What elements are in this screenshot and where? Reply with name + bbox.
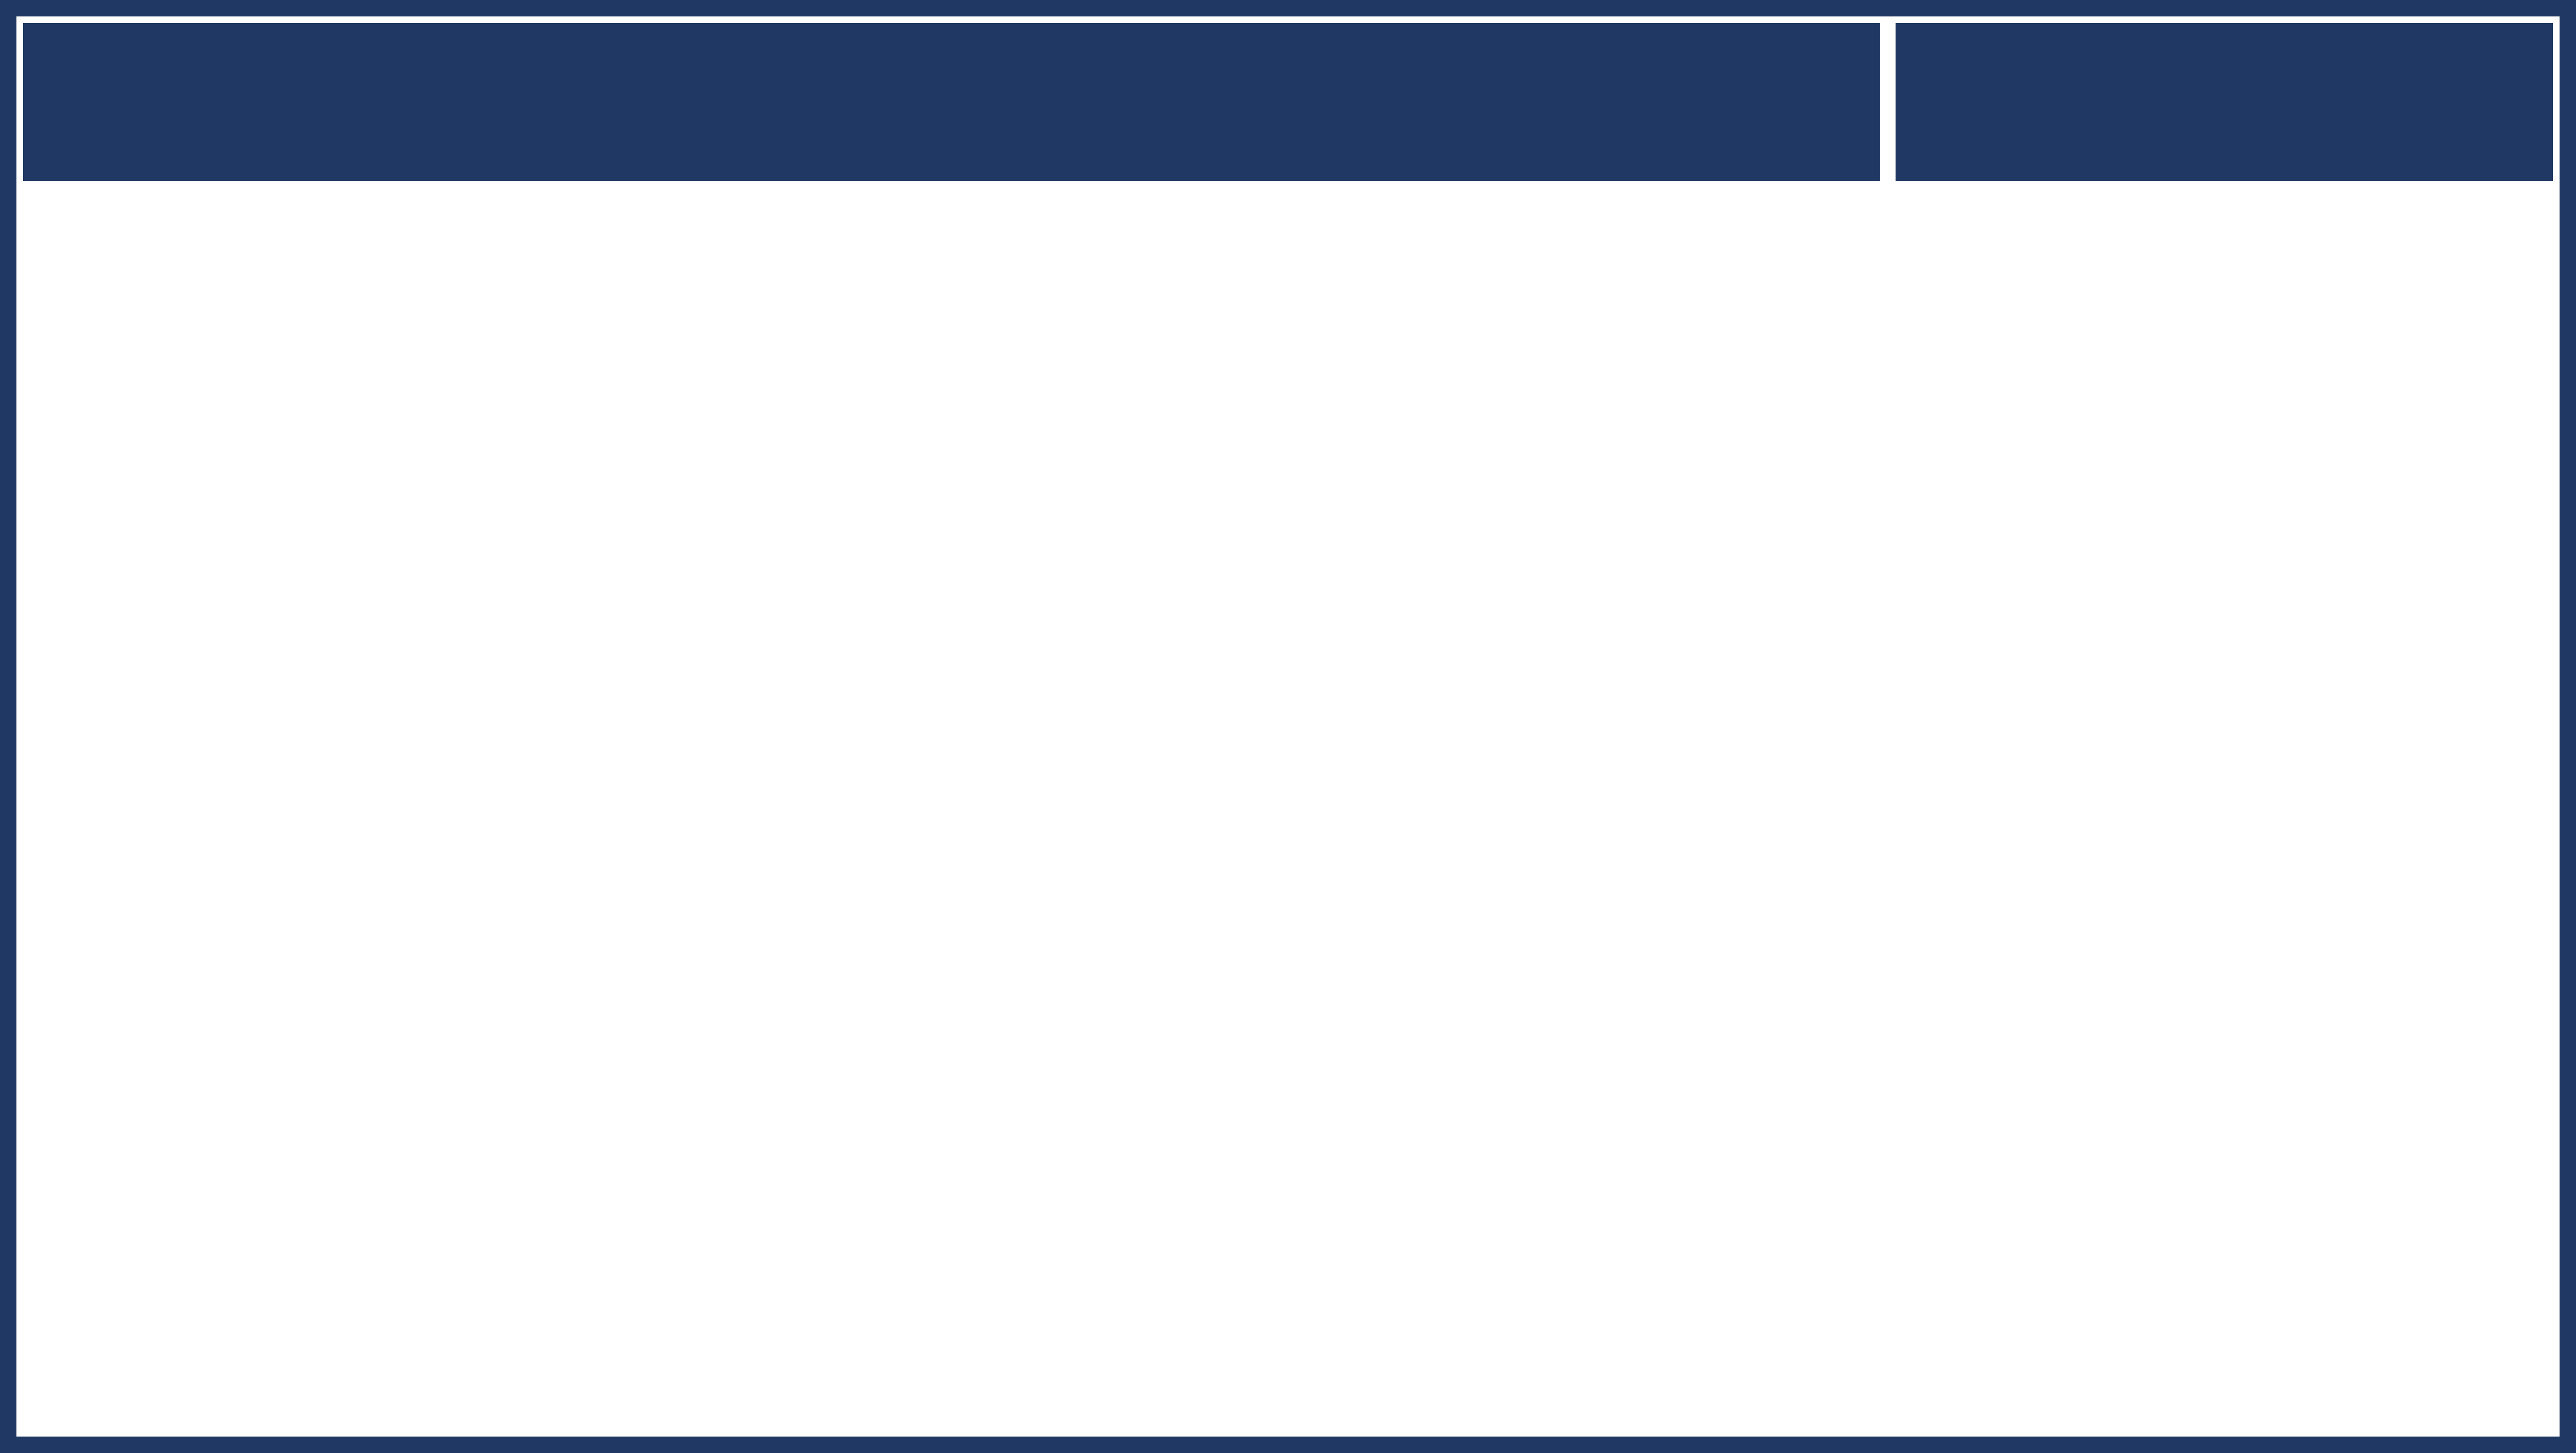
- alien-next-outlet-chart: [21, 520, 1279, 1434]
- alien-next-patch-panel-chart: [1297, 520, 2555, 1434]
- header-title-box: [23, 23, 1880, 181]
- page-frame: [16, 16, 2560, 1437]
- header-subtitle-box: [1896, 23, 2553, 181]
- charts-row: [21, 520, 2555, 1434]
- test-setup-graphic: [16, 181, 2560, 520]
